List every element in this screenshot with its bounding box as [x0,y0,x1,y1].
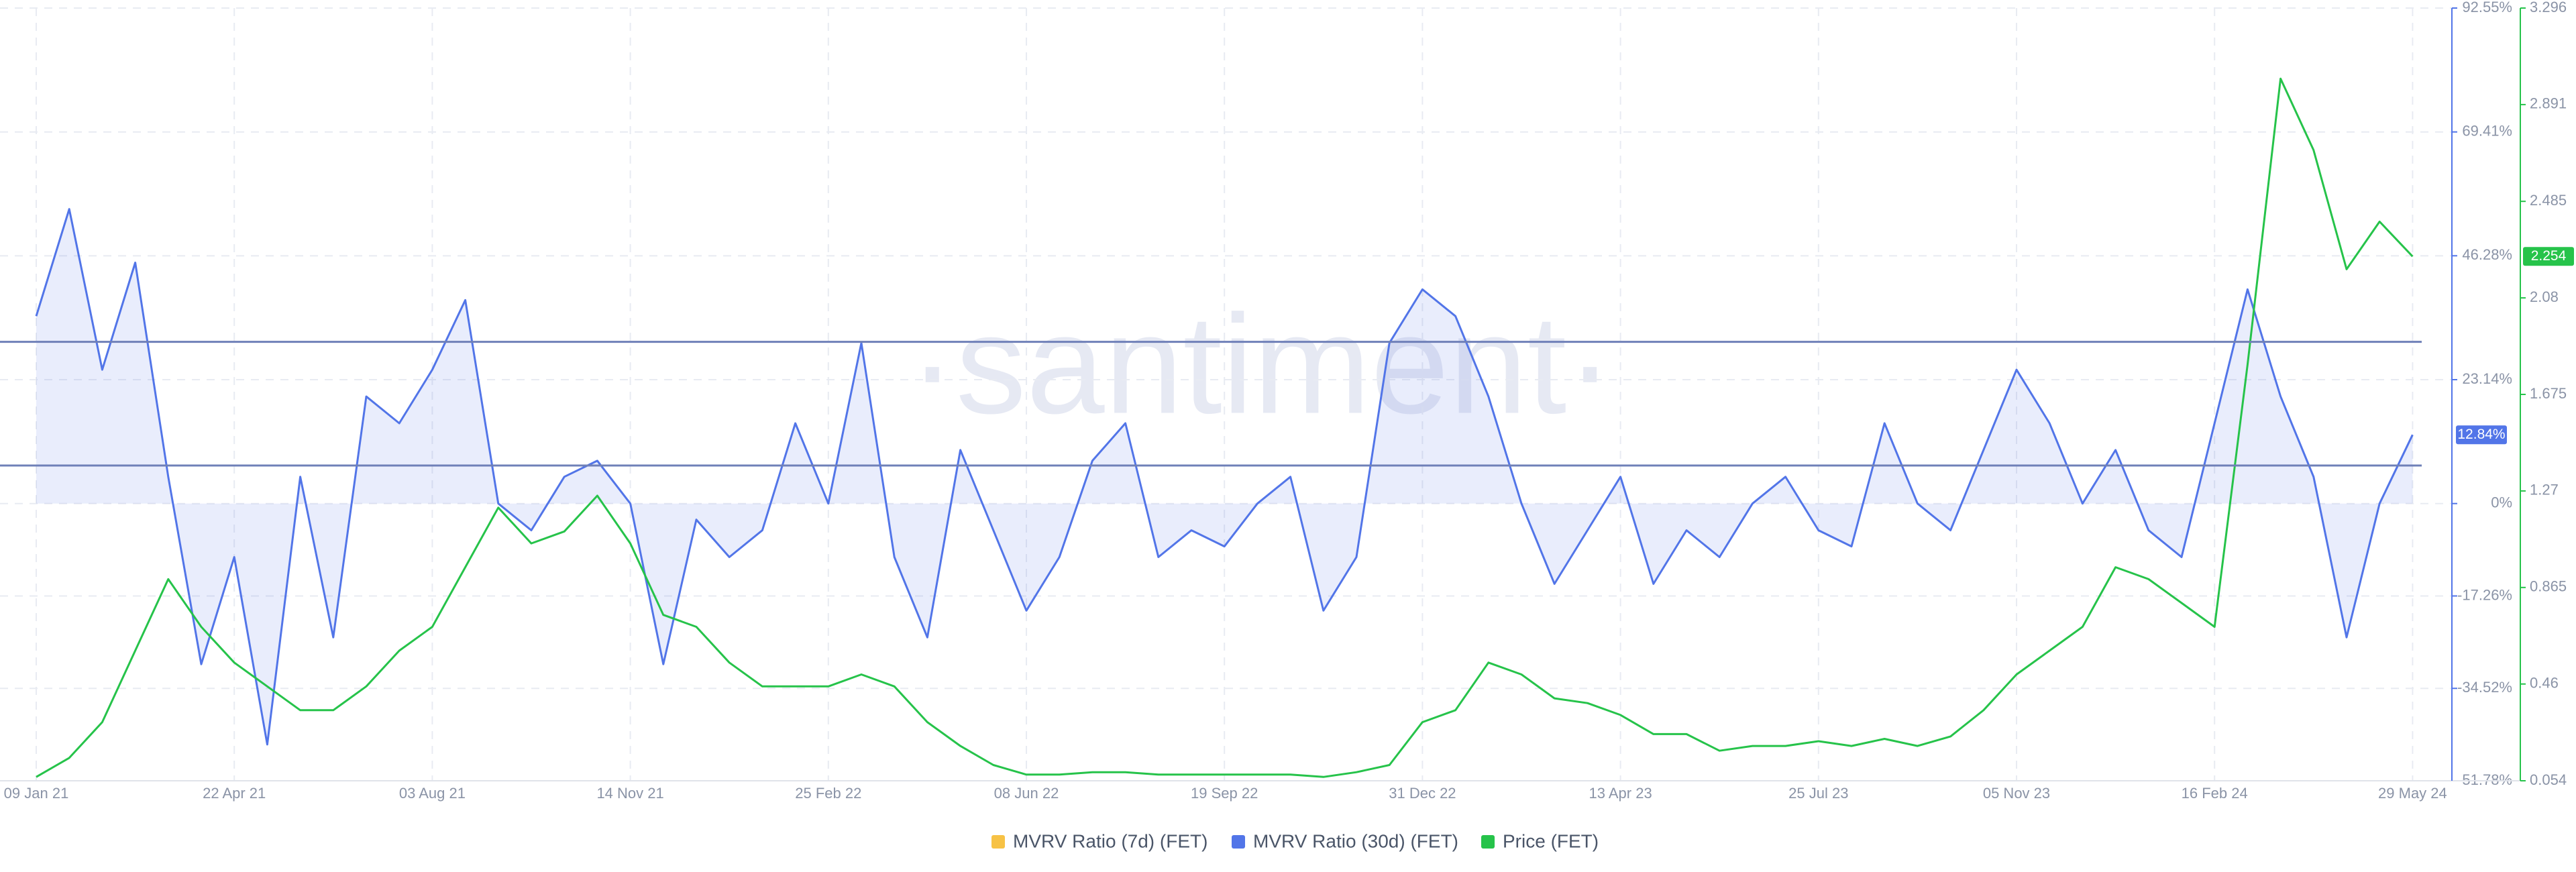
line [35,208,2414,746]
watermark: ·santiment· [909,285,1613,443]
y2-tick-label: 1.675 [2530,385,2567,402]
x-tick-label: 16 Feb 24 [2182,785,2248,802]
value-badge [2523,247,2574,266]
legend-label: MVRV Ratio (7d) (FET) [1013,830,1208,851]
line [36,77,2414,778]
x-tick-label: 14 Nov 21 [596,785,663,802]
value-badge-label: 12.84% [2457,427,2505,442]
x-tick-label: 22 Apr 21 [203,785,266,802]
y-tick-label: 46.28% [2462,246,2512,263]
y2-tick-label: 0.865 [2530,578,2567,595]
x-tick-label: 31 Dec 22 [1389,785,1456,802]
y2-tick-label: 2.891 [2530,95,2567,112]
y-tick-label: -17.26% [2457,586,2512,603]
x-tick-label: 19 Sep 22 [1191,785,1258,802]
y2-tick-label: 1.27 [2530,482,2559,498]
legend: MVRV Ratio (7d) (FET) MVRV Ratio (30d) (F… [991,830,1599,851]
x-tick-label: 29 May 24 [2378,785,2447,802]
legend-label: Price (FET) [1503,830,1599,851]
legend-swatch [1232,835,1245,849]
value-badge-label: 2.254 [2531,248,2567,264]
y2-tick-label: 2.485 [2530,192,2567,209]
y2-tick-label: 3.296 [2530,0,2567,15]
y-tick-label: -34.52% [2457,679,2512,696]
y-tick-label: -51.78% [2457,771,2512,788]
x-tick-label: 13 Apr 23 [1589,785,1652,802]
legend-swatch [1481,835,1495,849]
x-tick-label: 25 Feb 22 [795,785,861,802]
x-tick-label: 25 Jul 23 [1788,785,1848,802]
x-tick-label: 09 Jan 21 [4,785,69,802]
x-tick-label: 03 Aug 21 [399,785,466,802]
y-tick-label: 0% [2491,494,2512,511]
y2-tick-label: 2.08 [2530,288,2559,305]
x-tick-label: 08 Jun 22 [994,785,1059,802]
legend-label: MVRV Ratio (30d) (FET) [1253,830,1458,851]
legend-swatch [991,835,1005,849]
y-tick-label: 69.41% [2462,123,2512,140]
y2-tick-label: 0.054 [2530,771,2567,788]
x-tick-label: 05 Nov 23 [1983,785,2050,802]
value-badge [2456,425,2507,445]
y-tick-label: 23.14% [2462,370,2512,387]
y2-tick-label: 0.46 [2530,675,2559,692]
y-tick-label: 92.55% [2462,0,2512,15]
